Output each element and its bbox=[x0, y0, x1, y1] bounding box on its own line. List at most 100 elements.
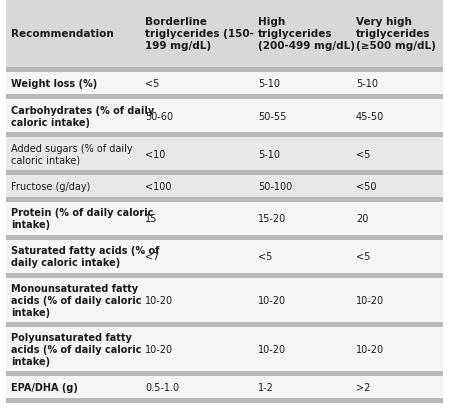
Bar bbox=[253, 202, 351, 235]
Bar bbox=[6, 202, 140, 235]
Text: 10-20: 10-20 bbox=[356, 344, 384, 354]
Text: 10-20: 10-20 bbox=[258, 344, 286, 354]
Bar bbox=[140, 138, 253, 171]
Bar bbox=[351, 138, 443, 171]
Bar bbox=[253, 171, 351, 176]
Text: 1-2: 1-2 bbox=[258, 382, 274, 392]
Text: 5-10: 5-10 bbox=[258, 149, 280, 159]
Text: Recommendation: Recommendation bbox=[11, 29, 114, 39]
Text: <10: <10 bbox=[145, 149, 165, 159]
Bar bbox=[6, 176, 140, 197]
Bar bbox=[253, 273, 351, 278]
Bar bbox=[253, 376, 351, 398]
Bar bbox=[351, 0, 443, 68]
Bar bbox=[6, 100, 140, 133]
Bar bbox=[253, 68, 351, 73]
Bar bbox=[6, 278, 140, 322]
Text: >2: >2 bbox=[356, 382, 370, 392]
Text: 50-100: 50-100 bbox=[258, 182, 292, 192]
Bar bbox=[253, 133, 351, 138]
Bar bbox=[6, 376, 140, 398]
Text: Borderline
triglycerides (150-
199 mg/dL): Borderline triglycerides (150- 199 mg/dL… bbox=[145, 17, 254, 51]
Text: <5: <5 bbox=[145, 79, 159, 89]
Text: 45-50: 45-50 bbox=[356, 111, 384, 121]
Text: 10-20: 10-20 bbox=[356, 295, 384, 305]
Text: 10-20: 10-20 bbox=[258, 295, 286, 305]
Bar bbox=[253, 176, 351, 197]
Bar bbox=[6, 0, 140, 68]
Text: Fructose (g/day): Fructose (g/day) bbox=[11, 182, 90, 192]
Bar bbox=[253, 235, 351, 240]
Bar bbox=[6, 398, 140, 403]
Bar bbox=[6, 133, 140, 138]
Bar bbox=[140, 327, 253, 371]
Bar bbox=[6, 171, 140, 176]
Bar bbox=[253, 371, 351, 376]
Bar bbox=[351, 278, 443, 322]
Text: Carbohydrates (% of daily
caloric intake): Carbohydrates (% of daily caloric intake… bbox=[11, 105, 154, 127]
Bar bbox=[140, 95, 253, 100]
Text: <5: <5 bbox=[258, 252, 273, 262]
Bar bbox=[351, 176, 443, 197]
Text: 20: 20 bbox=[356, 214, 368, 224]
Text: Saturated fatty acids (% of
daily caloric intake): Saturated fatty acids (% of daily calori… bbox=[11, 246, 159, 268]
Bar bbox=[6, 197, 140, 202]
Text: 10-20: 10-20 bbox=[145, 344, 173, 354]
Bar bbox=[253, 0, 351, 68]
Bar bbox=[253, 398, 351, 403]
Text: 10-20: 10-20 bbox=[145, 295, 173, 305]
Bar bbox=[140, 235, 253, 240]
Bar bbox=[351, 171, 443, 176]
Bar bbox=[351, 371, 443, 376]
Bar bbox=[140, 0, 253, 68]
Bar bbox=[351, 95, 443, 100]
Text: Protein (% of daily caloric
intake): Protein (% of daily caloric intake) bbox=[11, 208, 154, 230]
Bar bbox=[253, 95, 351, 100]
Bar bbox=[140, 133, 253, 138]
Bar bbox=[6, 235, 140, 240]
Bar bbox=[140, 322, 253, 327]
Bar bbox=[351, 398, 443, 403]
Text: Monounsaturated fatty
acids (% of daily caloric
intake): Monounsaturated fatty acids (% of daily … bbox=[11, 283, 141, 317]
Bar bbox=[253, 322, 351, 327]
Text: 0.5-1.0: 0.5-1.0 bbox=[145, 382, 179, 392]
Bar bbox=[351, 322, 443, 327]
Text: Weight loss (%): Weight loss (%) bbox=[11, 79, 97, 89]
Bar bbox=[253, 240, 351, 273]
Bar bbox=[6, 95, 140, 100]
Bar bbox=[351, 240, 443, 273]
Text: 5-10: 5-10 bbox=[258, 79, 280, 89]
Bar bbox=[140, 73, 253, 95]
Bar bbox=[351, 68, 443, 73]
Bar bbox=[253, 278, 351, 322]
Bar bbox=[140, 100, 253, 133]
Text: <5: <5 bbox=[356, 252, 370, 262]
Text: High
triglycerides
(200-499 mg/dL): High triglycerides (200-499 mg/dL) bbox=[258, 17, 355, 51]
Bar bbox=[140, 376, 253, 398]
Bar bbox=[351, 73, 443, 95]
Bar bbox=[351, 133, 443, 138]
Bar bbox=[351, 235, 443, 240]
Text: Added sugars (% of daily
caloric intake): Added sugars (% of daily caloric intake) bbox=[11, 143, 132, 165]
Bar bbox=[140, 398, 253, 403]
Text: 15: 15 bbox=[145, 214, 158, 224]
Bar bbox=[351, 202, 443, 235]
Bar bbox=[140, 202, 253, 235]
Bar bbox=[140, 171, 253, 176]
Bar bbox=[6, 240, 140, 273]
Bar bbox=[253, 100, 351, 133]
Text: <7: <7 bbox=[145, 252, 159, 262]
Bar bbox=[6, 73, 140, 95]
Bar bbox=[6, 322, 140, 327]
Text: 50-55: 50-55 bbox=[258, 111, 286, 121]
Bar bbox=[253, 73, 351, 95]
Bar bbox=[6, 68, 140, 73]
Text: <100: <100 bbox=[145, 182, 172, 192]
Bar bbox=[140, 240, 253, 273]
Bar bbox=[351, 100, 443, 133]
Bar bbox=[6, 371, 140, 376]
Text: 50-60: 50-60 bbox=[145, 111, 173, 121]
Bar bbox=[6, 327, 140, 371]
Bar bbox=[140, 176, 253, 197]
Text: 15-20: 15-20 bbox=[258, 214, 286, 224]
